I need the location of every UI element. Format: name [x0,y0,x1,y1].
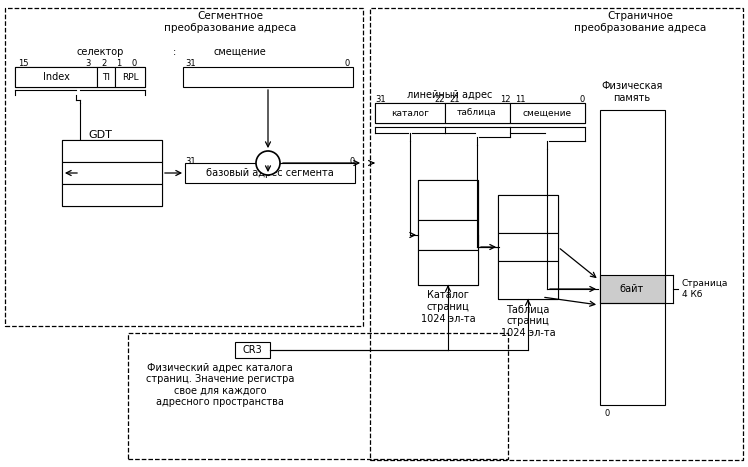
Text: Index: Index [43,72,70,82]
Text: 0: 0 [580,94,585,104]
Bar [183,67,353,87]
Circle shape [256,151,280,175]
Text: CR3: CR3 [242,345,262,355]
Bar [498,261,558,299]
Text: GDT: GDT [88,130,112,140]
Text: Сегментное
преобразование адреса: Сегментное преобразование адреса [164,11,296,33]
Bar [418,180,478,285]
Text: 2: 2 [102,58,107,68]
Bar [15,67,97,87]
Bar [498,195,558,299]
Bar [97,67,115,87]
Text: 15: 15 [18,58,28,68]
Bar [498,233,558,261]
Bar [498,195,558,233]
Bar [235,342,270,358]
Text: байт: байт [620,284,644,294]
Bar [600,275,665,303]
Text: базовый адрес сегмента: базовый адрес сегмента [206,168,334,178]
Bar [5,8,363,326]
Text: Каталог
страниц
1024 эл-та: Каталог страниц 1024 эл-та [420,290,475,324]
Text: 31: 31 [375,94,386,104]
Bar [445,103,510,123]
Text: 0: 0 [345,58,350,68]
Text: 22: 22 [435,94,445,104]
Text: 12: 12 [500,94,510,104]
Text: 11: 11 [515,94,525,104]
Bar [418,220,478,250]
Text: Физический адрес каталога
страниц. Значение регистра
свое для каждого
адресного : Физический адрес каталога страниц. Значе… [146,362,294,407]
Text: 21: 21 [450,94,460,104]
Text: 31: 31 [185,58,196,68]
Text: селектор: селектор [76,47,123,57]
Bar [600,110,665,405]
Bar [115,67,145,87]
Bar [370,8,743,460]
Bar [62,162,162,184]
Text: каталог: каталог [391,108,429,118]
Bar [375,103,445,123]
Text: Страница
4 Кб: Страница 4 Кб [682,279,729,299]
Bar [185,163,355,183]
Text: смещение: смещение [522,108,571,118]
Text: :: : [174,47,177,57]
Text: Физическая
память: Физическая память [601,81,663,103]
Text: Таблица
страниц
1024 эл-та: Таблица страниц 1024 эл-та [500,304,555,338]
Bar [15,67,145,87]
Text: линейный адрес: линейный адрес [408,90,493,100]
Bar [62,140,162,206]
Text: таблица: таблица [457,108,497,118]
Text: Страничное
преобразование адреса: Страничное преобразование адреса [574,11,706,33]
Text: RPL: RPL [122,72,138,82]
Bar [375,103,585,123]
Bar [62,140,162,162]
Bar [418,180,478,220]
Text: 0: 0 [350,156,355,165]
Text: 31: 31 [185,156,196,165]
Text: TI: TI [102,72,110,82]
Text: 0: 0 [132,58,137,68]
Text: 3: 3 [85,58,91,68]
Bar [62,184,162,206]
Text: смещение: смещение [214,47,266,57]
Text: 0: 0 [605,409,610,417]
Bar [418,250,478,285]
Bar [510,103,585,123]
Bar [128,333,508,459]
Text: 1: 1 [117,58,122,68]
